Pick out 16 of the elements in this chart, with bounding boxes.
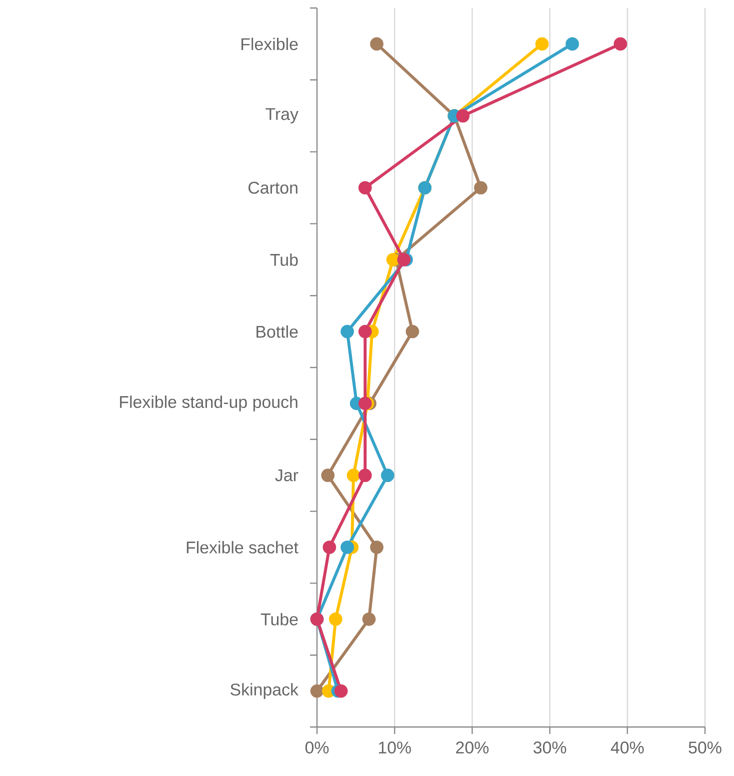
y-tick-label: Flexible — [242, 38, 298, 50]
y-tick-label: Tube — [260, 612, 298, 626]
y-tick-label: Carton — [248, 182, 298, 194]
x-tick-label: 50% — [688, 742, 722, 754]
y-tick-label: Tray — [266, 108, 298, 124]
x-tick-label: 30% — [533, 742, 566, 754]
y-tick-label: Jar — [275, 469, 298, 482]
y-tick-label: Skinpack — [230, 683, 298, 699]
x-tick-label: 0% — [305, 742, 329, 754]
y-tick-label: Flexible sachet — [186, 541, 298, 554]
y-tick-label: Bottle — [256, 325, 298, 338]
y-tick-label: Flexible stand-up pouch — [120, 396, 298, 412]
y-tick-label: Tub — [270, 253, 298, 266]
x-tick-label: 10% — [378, 742, 411, 754]
x-tick-label: 40% — [610, 742, 644, 754]
x-tick-label: 20% — [456, 742, 489, 754]
